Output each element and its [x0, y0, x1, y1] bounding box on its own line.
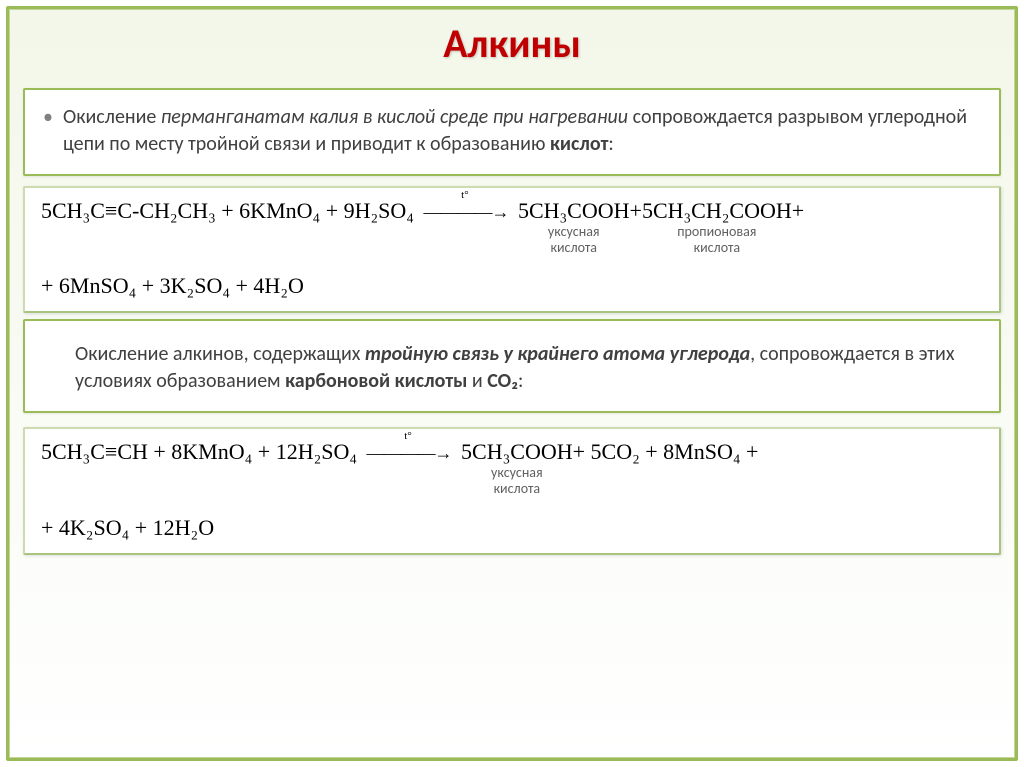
p1-italic: перманганатам калия в кислой среде при н… [161, 105, 628, 129]
eq2-rhs-a-sub1: уксусная [491, 466, 543, 481]
p2-seg3: и [467, 369, 487, 393]
p2-seg1: Окисление алкинов, содержащих [75, 342, 365, 366]
eq2-rhs-a: 5CH₃COOH [461, 439, 573, 465]
equation-block-2: 5CH₃C≡CH + 8KMnO₄ + 12H₂SO₄ t° ――――→ 5CH… [23, 427, 1001, 554]
eq1-rhs-b: 5CH₃CH₂COOH [642, 198, 792, 224]
arrow-icon: ――――→ [423, 202, 508, 222]
eq2-rhs-a-sub2: кислота [494, 482, 541, 497]
eq2-lhs: 5CH₃C≡CH + 8KMnO₄ + 12H₂SO₄ [41, 439, 357, 465]
eq1-plus: + [630, 198, 642, 224]
text-block-1: • Окисление перманганатам калия в кислой… [23, 88, 1001, 176]
p1-seg1: Окисление [63, 105, 161, 129]
eq1-rhs-b-sub1: пропионовая [677, 225, 756, 240]
eq1-tailplus: + [792, 198, 804, 224]
p1-bold: кислот [550, 132, 608, 156]
p2-bold1: карбоновой кислоты [285, 369, 467, 393]
eq1-rhs-a-sub2: кислота [550, 241, 597, 256]
slide-frame: Алкины • Окисление перманганатам калия в… [6, 6, 1018, 761]
paragraph-2: Окисление алкинов, содержащих тройную св… [75, 341, 981, 395]
eq2-line2: + 4K₂SO₄ + 12H₂O [41, 515, 983, 541]
eq1-rhs-b-sub2: кислота [694, 241, 741, 256]
eq1-rhs-a: 5CH₃COOH [518, 198, 630, 224]
bullet-icon: • [43, 104, 53, 158]
paragraph-1: Окисление перманганатам калия в кислой с… [63, 104, 981, 158]
p1-seg3: : [608, 132, 613, 156]
eq1-line2: + 6MnSO₄ + 3K₂SO₄ + 4H₂O [41, 273, 983, 299]
p2-bold2: CO₂ [487, 369, 518, 393]
slide-title: Алкины [9, 9, 1015, 82]
eq2-arrow-label: t° [404, 430, 411, 442]
arrow-icon: ――――→ [367, 443, 452, 463]
p2-seg4: : [518, 369, 523, 393]
eq1-lhs: 5CH₃C≡C-CH₂CH₃ + 6KMnO₄ + 9H₂SO₄ [41, 198, 414, 224]
eq1-rhs-a-sub1: уксусная [548, 225, 600, 240]
eq1-arrow-label: t° [461, 189, 468, 201]
text-block-2: Окисление алкинов, содержащих тройную св… [23, 319, 1001, 413]
eq2-rhs-b: + 5CO₂ + 8MnSO₄ + [573, 439, 759, 465]
equation-block-1: 5CH₃C≡C-CH₂CH₃ + 6KMnO₄ + 9H₂SO₄ t° ――――… [23, 186, 1001, 313]
p2-italic: тройную связь у крайнего атома углерода [365, 342, 750, 366]
